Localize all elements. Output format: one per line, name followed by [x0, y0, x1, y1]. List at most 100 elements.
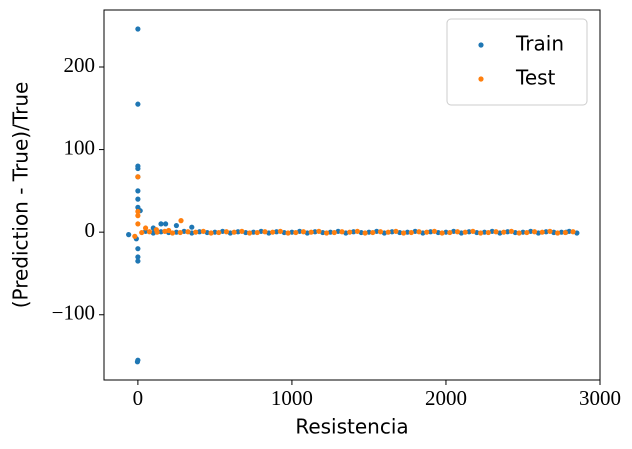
x-tick-label: 1000 [271, 386, 313, 410]
point [462, 229, 468, 235]
point [254, 229, 260, 236]
point [135, 196, 141, 202]
point [135, 26, 141, 32]
point [431, 228, 438, 234]
point [516, 230, 522, 236]
point [185, 229, 191, 235]
legend-marker [478, 76, 484, 82]
point [193, 229, 199, 235]
point [262, 229, 268, 235]
point [135, 246, 141, 252]
point [177, 229, 183, 236]
point [562, 229, 568, 236]
point [331, 229, 337, 236]
x-axis-label: Resistencia [295, 415, 408, 439]
point [277, 228, 283, 234]
y-tick-label: 0 [85, 218, 96, 242]
point [370, 229, 376, 236]
x-tick-label: 3000 [579, 386, 621, 410]
y-axis-label: (Prediction - True)/True [9, 82, 33, 309]
point [200, 228, 206, 234]
point [158, 229, 164, 235]
point [142, 225, 149, 231]
point [470, 228, 476, 234]
point [493, 229, 499, 235]
point [316, 228, 322, 234]
point [163, 221, 169, 227]
point [401, 230, 407, 236]
point [427, 229, 434, 235]
legend-label: Train [515, 32, 564, 56]
point [393, 228, 399, 234]
point [135, 221, 141, 227]
point [135, 165, 141, 172]
y-tick-label: −100 [52, 301, 95, 325]
point [135, 258, 141, 264]
plot-frame [103, 9, 601, 381]
point [139, 229, 145, 236]
point [273, 229, 280, 235]
point [162, 228, 168, 234]
point [439, 230, 445, 236]
point [485, 229, 491, 236]
point [196, 229, 203, 235]
point [508, 228, 515, 234]
point [466, 229, 472, 235]
point [208, 230, 214, 236]
point [447, 229, 453, 236]
point [501, 229, 507, 235]
y-tick-label: 200 [64, 53, 96, 77]
point [524, 229, 530, 236]
point [293, 229, 299, 236]
point [362, 230, 368, 236]
point [154, 229, 160, 235]
point [173, 222, 179, 229]
point [134, 359, 141, 365]
point [323, 230, 330, 236]
point [146, 229, 153, 235]
legend-box [446, 18, 588, 106]
point [312, 229, 318, 235]
point [135, 213, 141, 219]
point [350, 229, 357, 235]
y-tick-label: 100 [64, 135, 96, 159]
point [339, 229, 345, 235]
point [178, 218, 184, 224]
point [504, 229, 511, 235]
point [300, 229, 307, 235]
point [285, 230, 291, 236]
point [235, 229, 241, 235]
point [308, 229, 314, 235]
point [158, 221, 164, 227]
point [223, 229, 230, 235]
point [135, 174, 141, 180]
point [531, 229, 538, 235]
point [239, 228, 245, 234]
point [347, 229, 353, 235]
point [246, 230, 253, 236]
point [135, 208, 141, 215]
point [377, 229, 384, 235]
point [570, 229, 576, 235]
point [135, 188, 141, 194]
point [478, 230, 484, 236]
point [547, 228, 553, 234]
point [385, 229, 391, 235]
point [424, 229, 430, 235]
point [126, 232, 132, 238]
x-tick-label: 0 [133, 386, 144, 410]
x-tick-label: 2000 [425, 386, 467, 410]
point [454, 229, 461, 235]
point [132, 233, 138, 239]
point [543, 229, 549, 235]
point [555, 230, 561, 236]
point [135, 254, 141, 260]
point [231, 229, 237, 235]
point [189, 224, 195, 230]
point [389, 229, 395, 235]
point [408, 229, 414, 236]
point [135, 101, 141, 107]
point [354, 228, 360, 234]
legend-label: Test [515, 66, 556, 90]
